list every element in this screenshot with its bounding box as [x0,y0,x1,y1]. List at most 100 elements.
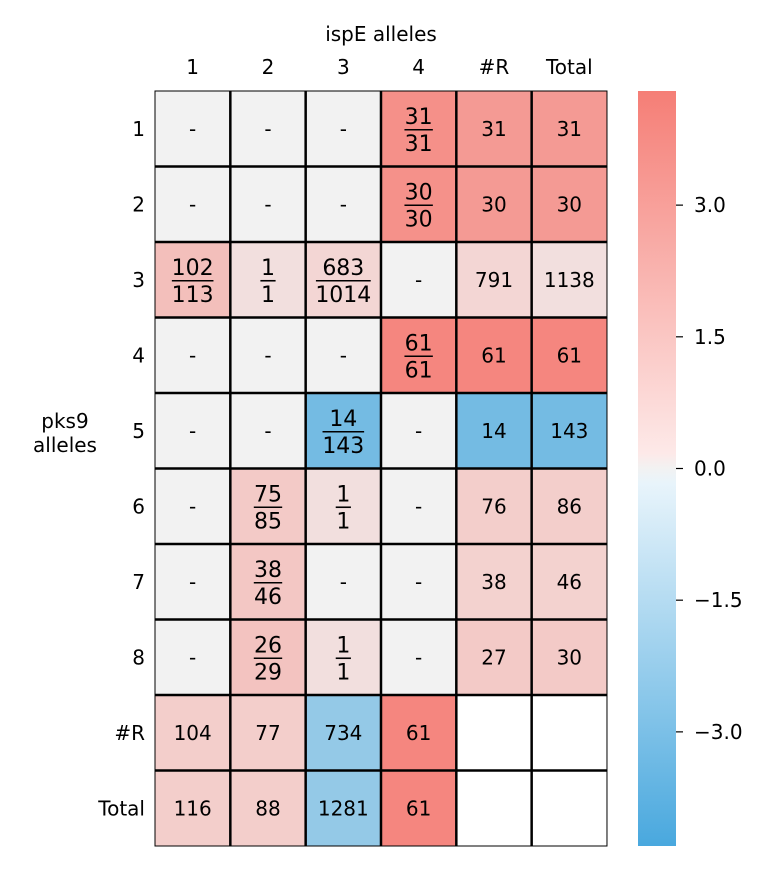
cell-label: 30 [557,192,582,216]
heatmap-cell [380,770,457,847]
heatmap-cell [154,392,231,469]
heatmap-cell [229,90,307,167]
heatmap-cell [531,468,608,545]
fraction-numerator: 102 [172,256,214,281]
x-tick-label: 2 [262,55,275,79]
heatmap-cell [154,694,231,771]
cell-label: 76 [481,494,506,518]
cell-label: - [189,494,196,518]
y-tick-label: Total [97,796,145,820]
heatmap-cell [154,770,231,847]
cell-label: - [415,645,422,669]
heatmap-cell [531,90,608,167]
y-tick-label: 2 [132,192,145,216]
cell-label: - [340,570,347,594]
cell-label: - [415,419,422,443]
heatmap-cell [455,770,533,847]
cell-label: - [264,419,271,443]
heatmap-cell [229,317,307,394]
cell-label: - [340,343,347,367]
cell-label: - [189,570,196,594]
fraction-numerator: 1 [336,633,350,658]
cell-label: - [189,117,196,141]
x-tick-label: 4 [412,55,425,79]
heatmap-cell [455,90,533,167]
heatmap-cell [380,166,457,243]
heatmap-cell [531,619,608,696]
x-tick-labels: 1 2 3 4 #R Total [186,55,592,79]
heatmap-cell [154,317,231,394]
x-tick-label: Total [545,55,593,79]
colorbar [638,91,676,846]
cell-label: 1138 [544,268,595,292]
fraction-numerator: 683 [322,256,364,281]
cell-label: - [264,192,271,216]
heatmap-cell [531,543,608,620]
fraction-denominator: 113 [172,283,214,308]
fraction-label: 11 [335,633,351,685]
cell-label: 77 [255,721,280,745]
cell-label: 88 [255,796,280,820]
fraction-numerator: 61 [405,331,433,356]
fraction-numerator: 14 [329,407,357,432]
fraction-numerator: 30 [405,180,433,205]
cell-label: 61 [557,343,582,367]
heatmap-cell [380,543,457,620]
heatmap-cell [455,619,533,696]
colorbar-ticks: 3.0 1.5 0.0 −1.5 −3.0 [676,193,743,744]
cell-label: 61 [406,721,431,745]
heatmap-cell [305,90,382,167]
heatmap-cell [531,166,608,243]
fraction-numerator: 1 [336,482,350,507]
group-separators [155,91,607,846]
heatmap-cell [531,317,608,394]
cell-label: 38 [481,570,506,594]
y-tick-label: 7 [132,570,145,594]
fraction-label: 11 [335,482,351,534]
colorbar-tick-label: 3.0 [694,193,726,217]
fraction-denominator: 1 [336,660,350,685]
fraction-denominator: 1 [336,509,350,534]
y-tick-label: 4 [132,343,145,367]
fraction-numerator: 31 [405,105,433,130]
heatmap-cell [154,241,231,318]
y-tick-label: #R [114,721,145,745]
cell-label: 734 [324,721,362,745]
colorbar-tick-label: −1.5 [694,588,743,612]
heatmap-cell [455,392,533,469]
cell-label: - [415,268,422,292]
heatmap-cell [305,619,382,696]
y-axis-title: pks9 alleles [33,409,97,457]
heatmap-cell [455,317,533,394]
heatmap-cell [455,694,533,771]
y-tick-label: 1 [132,117,145,141]
fraction-denominator: 85 [254,509,282,534]
cell-label: 46 [557,570,582,594]
cell-label: 30 [557,645,582,669]
heatmap-cell [380,392,457,469]
y-tick-label: 5 [132,419,145,443]
heatmap-cell [229,694,307,771]
cell-label: - [340,192,347,216]
x-tick-label: #R [479,55,510,79]
fraction-denominator: 31 [405,132,433,157]
y-tick-labels: 1 2 3 4 5 6 7 8 #R Total [97,117,145,821]
heatmap-cell [531,770,608,847]
cell-label: 86 [557,494,582,518]
fraction-denominator: 1 [261,283,275,308]
cell-label: 27 [481,645,506,669]
cell-label: - [189,192,196,216]
heatmap-cell [305,317,382,394]
cell-label: 30 [481,192,506,216]
fraction-label: 11 [260,256,276,308]
cell-label: - [189,645,196,669]
fraction-denominator: 30 [405,207,433,232]
